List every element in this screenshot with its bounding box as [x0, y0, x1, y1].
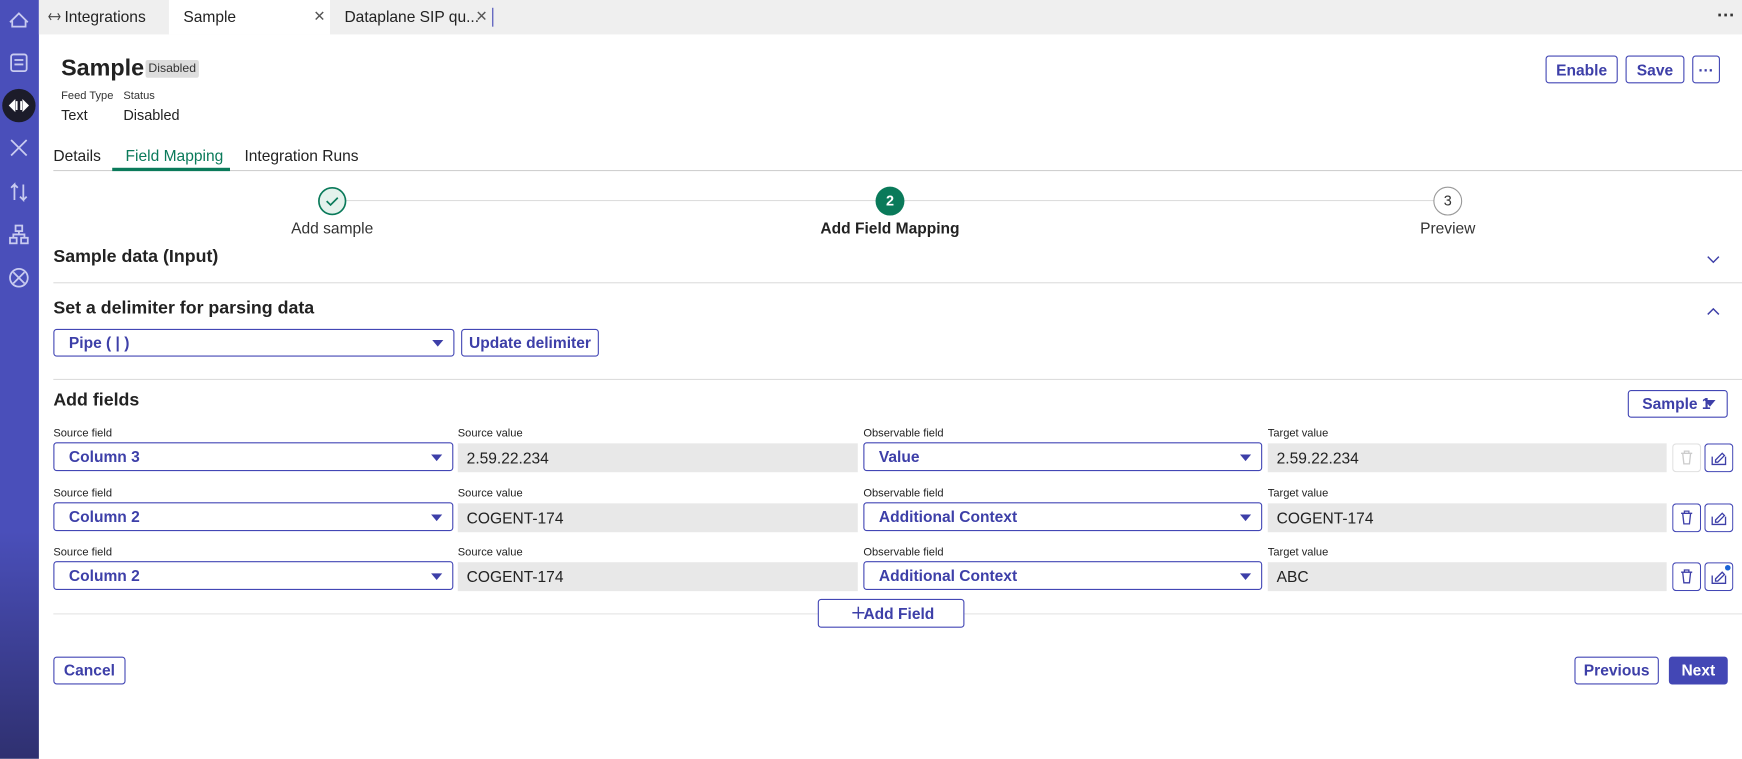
- delete-button[interactable]: [1672, 502, 1702, 532]
- nav-tab[interactable]: Field Mapping: [125, 146, 224, 165]
- dropdown-caret: [432, 339, 444, 347]
- field-value: COGENT-174: [1267, 502, 1667, 532]
- delete-button: [1672, 443, 1702, 473]
- edit-button[interactable]: [1704, 502, 1734, 532]
- dropdown-caret: [431, 513, 443, 521]
- tab[interactable]: Dataplane SIP qu...: [344, 7, 480, 26]
- tab-close[interactable]: ✕: [475, 7, 488, 25]
- edit-button[interactable]: [1704, 443, 1734, 473]
- field-label: Source value: [457, 487, 523, 500]
- sample-select[interactable]: Sample 1: [1627, 389, 1728, 418]
- meta-value: Disabled: [123, 106, 180, 124]
- nav-tab[interactable]: Integration Runs: [244, 146, 359, 165]
- plus-icon: [852, 606, 865, 619]
- tab-separator: [492, 7, 494, 27]
- divider: [53, 282, 1742, 284]
- tab-close[interactable]: ✕: [313, 7, 326, 25]
- section-title: Set a delimiter for parsing data: [53, 298, 315, 318]
- action-button[interactable]: Save: [1625, 55, 1685, 84]
- field-dropdown[interactable]: Column 2: [53, 501, 454, 531]
- chevron-up[interactable]: [1707, 307, 1720, 316]
- field-label: Source field: [53, 487, 113, 500]
- divider: [53, 378, 1742, 380]
- step-complete: [318, 186, 347, 216]
- field-label: Observable field: [863, 546, 944, 559]
- dropdown-caret: [1239, 454, 1252, 462]
- dropdown-caret: [1239, 573, 1252, 580]
- delete-button[interactable]: [1672, 562, 1702, 592]
- integration-icon: [48, 13, 61, 21]
- field-value: ABC: [1267, 562, 1667, 592]
- tab[interactable]: Integrations: [64, 7, 146, 26]
- next-button[interactable]: Next: [1668, 656, 1728, 685]
- field-label: Source field: [53, 427, 113, 440]
- field-value: 2.59.22.234: [457, 443, 858, 473]
- field-value: 2.59.22.234: [1267, 443, 1667, 473]
- section-title: Add fields: [53, 391, 140, 410]
- sidebar: [0, 0, 39, 759]
- status-badge: Disabled: [145, 59, 199, 78]
- sidebar-icons: [2, 12, 36, 288]
- field-label: Source value: [457, 546, 523, 559]
- cancel-button[interactable]: Cancel: [53, 656, 126, 685]
- dropdown-caret: [431, 573, 443, 580]
- field-label: Observable field: [863, 427, 944, 440]
- step-circle: 2: [875, 186, 905, 216]
- meta-value: Text: [61, 106, 88, 124]
- step-circle: 3: [1433, 186, 1463, 216]
- dropdown-caret: [1704, 399, 1716, 407]
- active-tab[interactable]: [168, 0, 330, 35]
- field-dropdown[interactable]: Value: [863, 442, 1263, 472]
- delimiter-dropdown[interactable]: Pipe ( | ): [53, 328, 455, 357]
- field-label: Target value: [1267, 546, 1329, 559]
- step-label: Add sample: [291, 218, 374, 237]
- action-button[interactable]: Enable: [1545, 55, 1618, 84]
- step-label: Add Field Mapping: [820, 218, 960, 237]
- field-dropdown[interactable]: Additional Context: [863, 501, 1263, 531]
- edit-button[interactable]: [1704, 562, 1734, 592]
- field-dropdown[interactable]: Column 2: [53, 561, 454, 590]
- field-value: COGENT-174: [457, 562, 858, 592]
- field-label: Source value: [457, 427, 523, 440]
- previous-button[interactable]: Previous: [1574, 656, 1659, 685]
- field-label: Observable field: [863, 487, 944, 500]
- dropdown-caret: [431, 454, 443, 462]
- meta-label: Status: [123, 89, 155, 103]
- add-field-button[interactable]: Add Field: [817, 598, 965, 628]
- section-title: Sample data (Input): [53, 247, 219, 267]
- dropdown-caret: [1239, 513, 1252, 521]
- meta-label: Feed Type: [61, 89, 114, 103]
- update-delimiter-button[interactable]: Update delimiter: [461, 328, 599, 357]
- field-value: COGENT-174: [457, 502, 858, 532]
- step-label: Preview: [1420, 218, 1476, 237]
- more-menu[interactable]: ⋯: [1716, 6, 1735, 26]
- page-title: Sample: [61, 55, 145, 82]
- field-label: Target value: [1267, 427, 1329, 440]
- field-dropdown[interactable]: Column 3: [53, 442, 454, 472]
- header-divider: [53, 169, 1742, 172]
- tab[interactable]: Sample: [183, 7, 237, 26]
- nav-active-underline: [112, 167, 230, 172]
- chevron-down[interactable]: [1707, 256, 1720, 265]
- field-dropdown[interactable]: Additional Context: [863, 561, 1263, 590]
- field-label: Source field: [53, 546, 113, 559]
- more-button[interactable]: ···: [1692, 55, 1720, 84]
- nav-tab[interactable]: Details: [53, 146, 101, 165]
- field-label: Target value: [1267, 487, 1329, 500]
